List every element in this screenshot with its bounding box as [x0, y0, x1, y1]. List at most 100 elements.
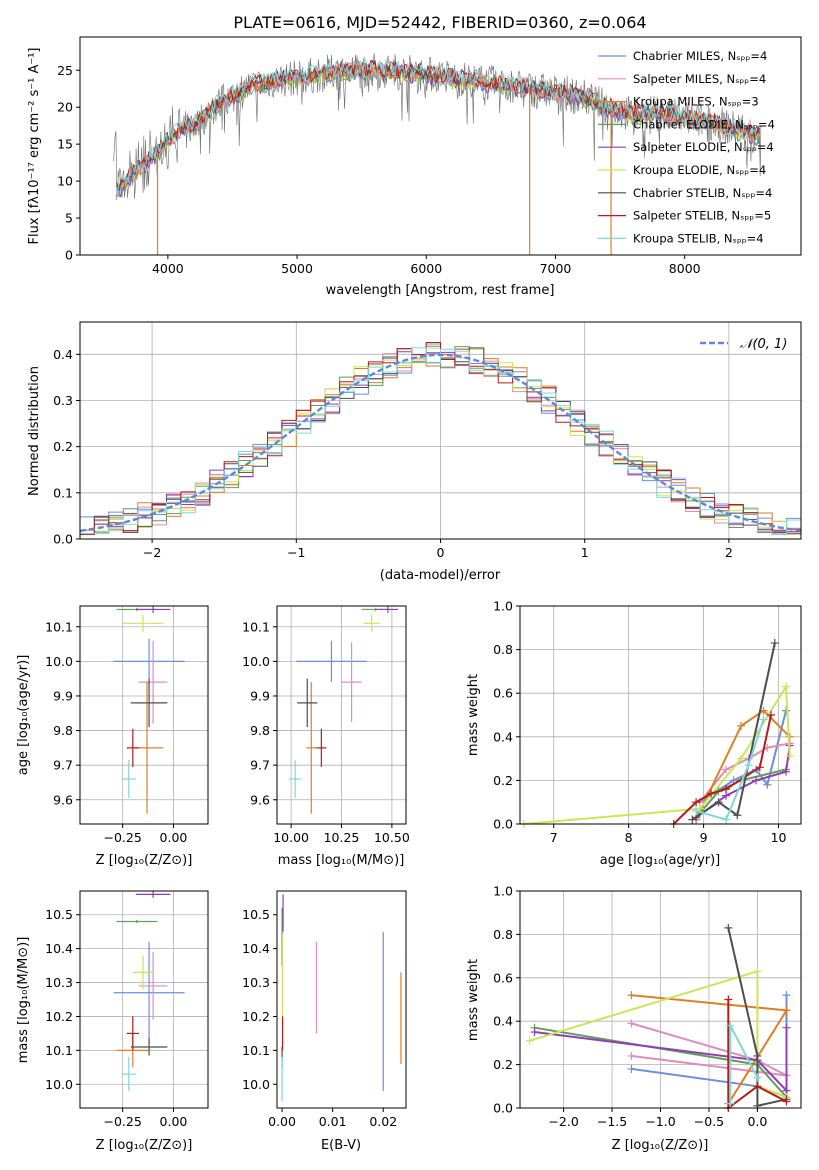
- mass-vs-ebv-xlabel: E(B-V): [321, 1138, 361, 1153]
- mass-vs-ebv-points: [281, 894, 402, 1102]
- spectrum-title: PLATE=0616, MJD=52442, FIBERID=0360, z=0…: [233, 13, 646, 32]
- age-vs-mass-panel: 10.00 10.25 10.50 9.6 9.7 9.8 9.9 10.0 10.1 mass…: [242, 605, 410, 868]
- y-tick-label: 5: [65, 211, 73, 226]
- weight-series-line: [691, 642, 776, 821]
- weight-series-line: [631, 1022, 787, 1077]
- y-tick-label: 10.3: [242, 975, 270, 990]
- x-tick-label: 0.0: [747, 1114, 767, 1129]
- y-tick-label: 0.3: [53, 393, 73, 408]
- residual-histograms: [79, 342, 802, 535]
- weight-series-line: [529, 969, 787, 1099]
- weight-vs-age-frame: [519, 605, 802, 825]
- spectrum-xlabel: wavelength [Angstrom, rest frame]: [326, 283, 555, 298]
- weight-point-marker: [752, 776, 761, 785]
- y-tick-label: 10.4: [242, 941, 270, 956]
- mass-vs-ebv-frame: [276, 890, 407, 1109]
- x-tick-label: −1: [287, 545, 305, 560]
- x-tick-label: 1: [581, 545, 589, 560]
- y-tick-label: 0.6: [493, 686, 513, 701]
- weight-point-marker: [753, 1051, 762, 1060]
- age-vs-Z-ylabel: age [log₁₀(age/yr)]: [16, 655, 31, 776]
- weight-point-marker: [737, 754, 746, 763]
- x-tick-label: −1.5: [597, 1114, 627, 1129]
- mass-vs-Z-panel: −0.25 0.00 10.0 10.1 10.2 10.3 10.4 10.5 Z [log…: [16, 890, 209, 1153]
- x-tick-label: 0.00: [160, 1114, 188, 1129]
- weight-vs-Z-axes: −2.0 −1.5 −1.0 −0.5 0.0 0.0 0.2 0.4 0.6 0.8 1.0: [493, 884, 767, 1130]
- y-tick-label: 9.8: [53, 723, 73, 738]
- x-tick-label: −0.25: [104, 1114, 142, 1129]
- legend-label: Salpeter STELIB, Nₛₚₚ=5: [633, 209, 771, 223]
- weight-point-marker: [707, 789, 716, 798]
- x-tick-label: 6000: [410, 261, 442, 276]
- legend-label: Chabrier ELODIE, Nₛₚₚ=4: [633, 117, 775, 131]
- age-vs-Z-xlabel: Z [log₁₀(Z/Z⊙)]: [96, 853, 193, 868]
- weight-point-marker: [782, 706, 791, 715]
- weight-point-marker: [782, 1023, 791, 1032]
- y-tick-label: 20: [57, 100, 73, 115]
- weight-point-marker: [525, 1036, 534, 1045]
- y-tick-label: 9.7: [250, 758, 270, 773]
- model-spectrum-line: [115, 58, 760, 196]
- x-tick-label: 2: [725, 545, 733, 560]
- y-tick-label: 10.0: [45, 654, 73, 669]
- weight-point-marker: [726, 1021, 735, 1030]
- weight-point-marker: [627, 1019, 636, 1028]
- weight-point-marker: [753, 1073, 762, 1082]
- y-tick-label: 10.1: [45, 619, 73, 634]
- y-tick-label: 0.4: [493, 729, 513, 744]
- y-tick-label: 0.2: [493, 1057, 513, 1072]
- legend-label: Chabrier STELIB, Nₛₚₚ=4: [633, 186, 772, 200]
- weight-point-marker: [744, 761, 753, 770]
- x-tick-label: −2: [143, 545, 161, 560]
- weight-series-line: [534, 1027, 788, 1094]
- weight-point-marker: [714, 798, 723, 807]
- residual-legend: 𝒩(0, 1): [700, 337, 787, 352]
- x-tick-label: 10: [771, 830, 787, 845]
- weight-vs-age-axes: 7 8 9 10 0.0 0.2 0.4 0.6 0.8 1.0: [493, 599, 786, 846]
- y-tick-label: 10.5: [242, 907, 270, 922]
- y-tick-label: 0: [65, 248, 73, 263]
- age-vs-Z-frame: [79, 605, 209, 825]
- weight-point-marker: [753, 1082, 762, 1091]
- weight-point-marker: [627, 991, 636, 1000]
- x-tick-label: 10.50: [374, 830, 410, 845]
- y-tick-label: 9.9: [250, 688, 270, 703]
- y-tick-label: 0.8: [493, 927, 513, 942]
- weight-point-marker: [688, 815, 697, 824]
- x-tick-label: 7: [550, 830, 558, 845]
- weight-point-marker: [782, 682, 791, 691]
- spectrum-series: [113, 52, 762, 255]
- y-tick-label: 10.0: [45, 1077, 73, 1092]
- residual-axes: −2 −1 0 1 2 0.0 0.1 0.2 0.3 0.4: [53, 347, 733, 560]
- weight-point-marker: [692, 798, 701, 807]
- mass-vs-Z-xlabel: Z [log₁₀(Z/Z⊙)]: [96, 1138, 193, 1153]
- mass-vs-ebv-panel: 0.00 0.01 0.02 10.0 10.1 10.2 10.3 10.4 10.5 E(B…: [242, 890, 407, 1153]
- y-tick-label: 0.0: [53, 532, 73, 547]
- age-vs-Z-axes: −0.25 0.00 9.6 9.7 9.8 9.9 10.0 10.1: [45, 619, 187, 845]
- x-tick-label: −2.0: [548, 1114, 578, 1129]
- y-tick-label: 0.2: [493, 773, 513, 788]
- weight-point-marker: [722, 765, 731, 774]
- y-tick-label: 25: [57, 63, 73, 78]
- y-tick-label: 10.4: [45, 941, 73, 956]
- y-tick-label: 10: [57, 174, 73, 189]
- weight-vs-Z-panel: −2.0 −1.5 −1.0 −0.5 0.0 0.0 0.2 0.4 0.6 0.8 1.0 Z …: [466, 884, 802, 1153]
- x-tick-label: 0: [437, 545, 445, 560]
- weight-vs-age-panel: 7 8 9 10 0.0 0.2 0.4 0.6 0.8 1.0 age [log₁₀(age/y…: [466, 599, 802, 868]
- weight-point-marker: [733, 811, 742, 820]
- y-tick-label: 9.6: [53, 792, 73, 807]
- y-tick-label: 10.0: [242, 1077, 270, 1092]
- x-tick-label: 0.00: [160, 830, 188, 845]
- y-tick-label: 0.0: [493, 817, 513, 832]
- y-tick-label: 9.9: [53, 688, 73, 703]
- mass-vs-Z-ylabel: mass [log₁₀(M/M⊙)]: [16, 937, 31, 1064]
- y-tick-label: 1.0: [493, 599, 513, 614]
- weight-point-marker: [755, 763, 764, 772]
- y-tick-label: 0.4: [493, 1014, 513, 1029]
- y-tick-label: 10.5: [45, 907, 73, 922]
- x-tick-label: 4000: [152, 261, 184, 276]
- x-tick-label: 10.00: [273, 830, 309, 845]
- x-tick-label: 0.02: [369, 1114, 397, 1129]
- x-tick-label: −0.5: [694, 1114, 724, 1129]
- weight-series-line: [672, 714, 772, 825]
